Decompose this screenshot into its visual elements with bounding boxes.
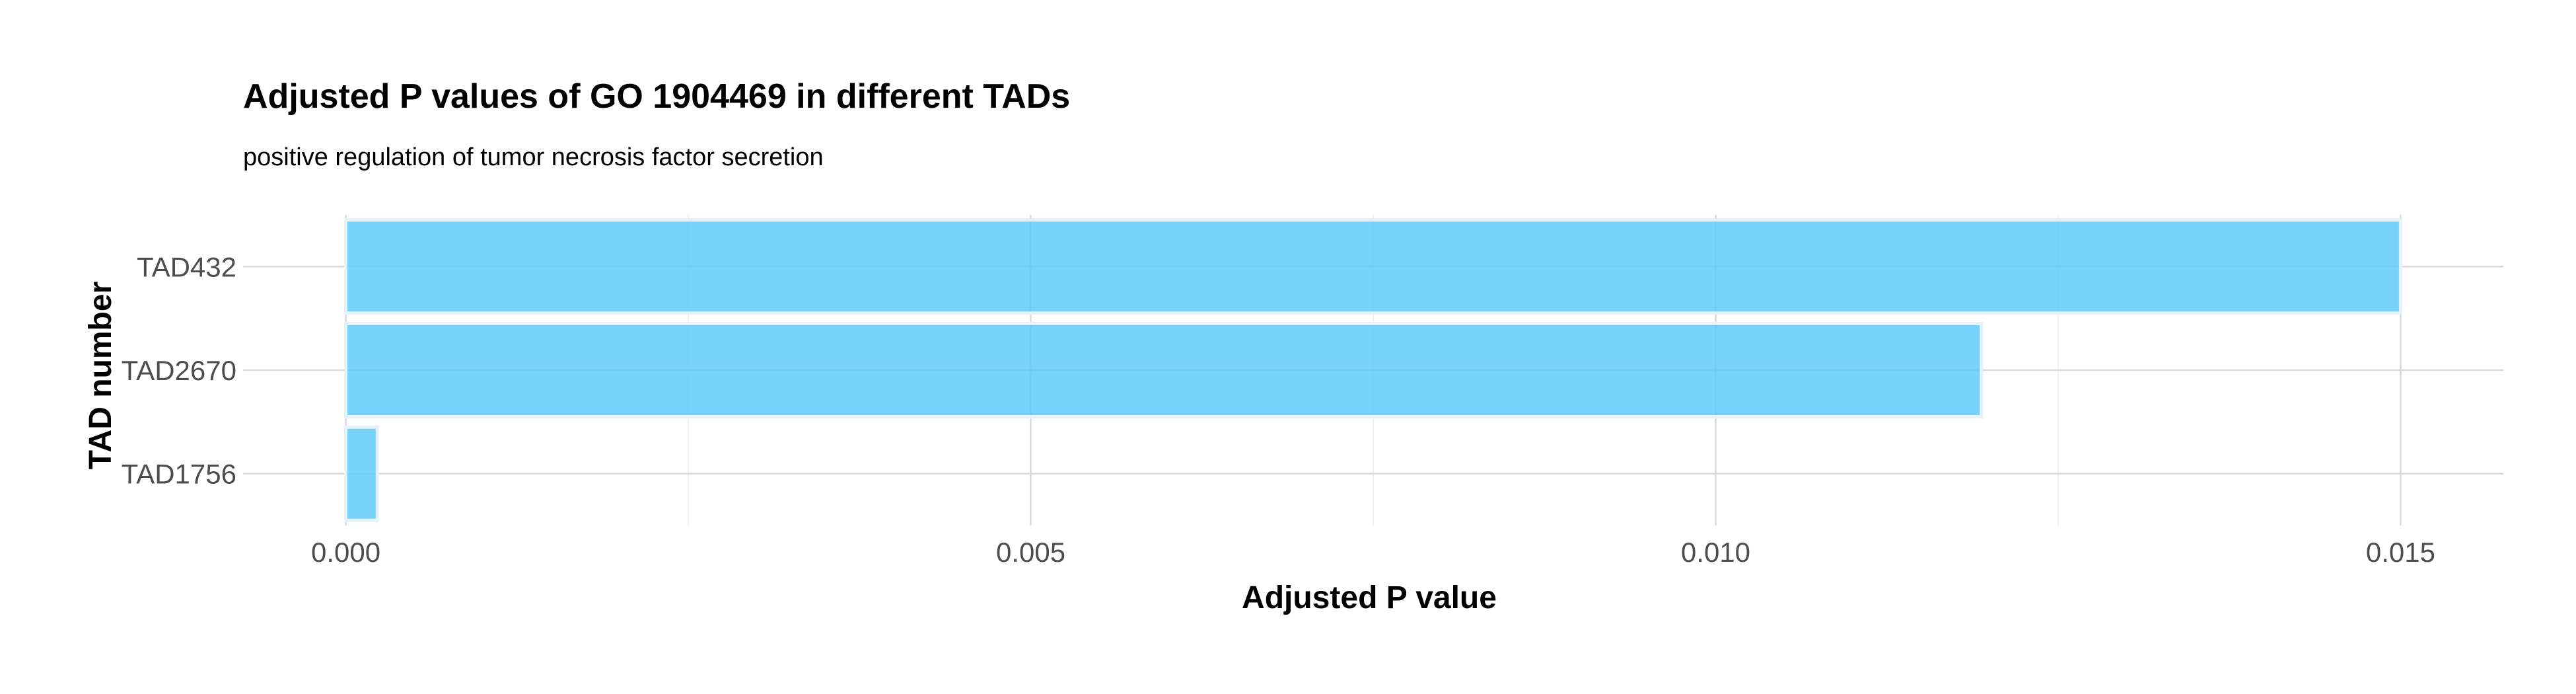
chart-subtitle: positive regulation of tumor necrosis fa…	[243, 143, 824, 171]
bars	[344, 218, 2402, 522]
y-tick-label: TAD432	[137, 251, 236, 282]
y-tick-label: TAD1756	[122, 459, 236, 490]
chart-title: Adjusted P values of GO 1904469 in diffe…	[243, 77, 1070, 116]
x-tick-label: 0.015	[2366, 537, 2435, 568]
y-tick-label: TAD2670	[122, 355, 236, 386]
x-axis-ticks: 0.000 0.005 0.010 0.015	[311, 537, 2435, 568]
bar-tad1756	[344, 425, 379, 522]
y-axis-ticks: TAD432 TAD2670 TAD1756	[122, 251, 236, 489]
x-axis-title: Adjusted P value	[1242, 580, 1497, 615]
bar-tad2670	[344, 322, 1984, 418]
bar-tad432	[344, 218, 2402, 315]
y-axis-title: TAD number	[83, 282, 118, 469]
x-tick-label: 0.005	[996, 537, 1065, 568]
x-tick-label: 0.010	[1681, 537, 1750, 568]
x-tick-label: 0.000	[311, 537, 380, 568]
